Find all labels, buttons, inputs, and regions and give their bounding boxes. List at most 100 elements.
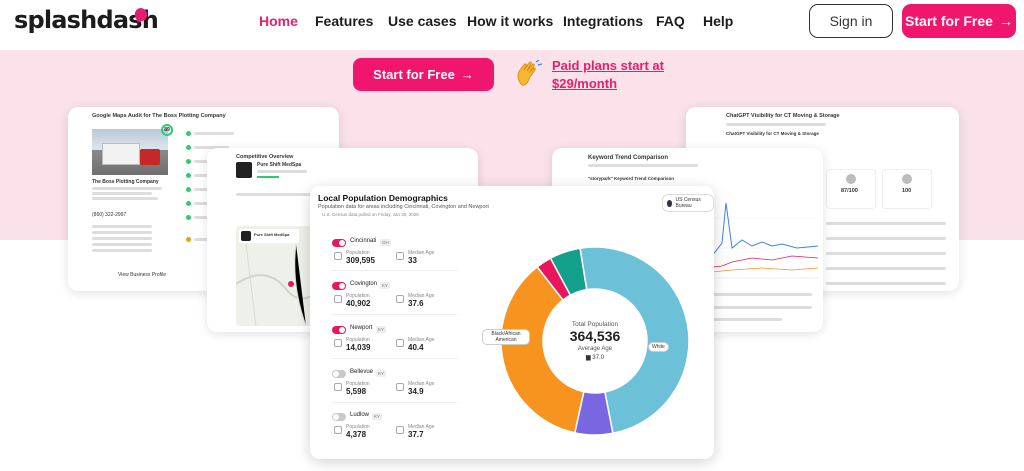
card-title: ChatGPT Visibility for CT Moving & Stora… [726,113,840,119]
city-toggle[interactable] [332,326,346,334]
nav-faq[interactable]: FAQ [656,13,685,29]
card-title: Google Maps Audit for The Boss Plotting … [92,113,226,119]
card-title: Local Population Demographics [318,193,448,203]
audit-score: 89 [161,124,173,136]
median-age-value: 37.6 [408,299,424,308]
population-donut-chart [500,246,690,436]
city-toggle[interactable] [332,282,346,290]
map-pin-label: Pure Shift MedSpa [254,232,290,237]
cake-icon [396,252,404,260]
median-age-value: 40.4 [408,343,424,352]
stat-box: 87/100 [826,169,876,209]
business-phone: (860) 322-2997 [92,212,127,218]
total-population-label: Total Population [571,321,619,328]
nav-home[interactable]: Home [259,13,298,29]
population-label: Population [346,337,370,343]
population-value: 5,598 [346,387,367,396]
top-nav: splashdash Home Features Use cases How i… [0,0,1024,50]
population-label: Population [346,381,370,387]
median-age-value: 37.7 [408,430,424,439]
card-title: Keyword Trend Comparison [588,155,669,161]
median-age-label: Median Age [408,250,435,256]
population-value: 309,595 [346,256,375,265]
median-age-label: Median Age [408,381,435,387]
business-name: The Boss Plotting Company [92,179,159,185]
nav-how-it-works[interactable]: How it works [467,13,554,29]
cake-icon [396,339,404,347]
signin-button[interactable]: Sign in [809,4,893,38]
segment-label-black: Black/African American [482,329,530,345]
trend-line-chart [702,202,818,279]
start-free-hero-button[interactable]: Start for Free → [353,58,494,91]
state-badge: KY [376,326,387,333]
census-badge-label: US Census Bureau [675,197,701,209]
median-age-label: Median Age [408,337,435,343]
donut-segment-0[interactable] [579,246,690,435]
people-icon [334,426,342,434]
total-population-value: 364,536 [569,328,621,344]
median-age-value: 34.9 [408,387,424,396]
people-icon [334,295,342,303]
card-title: Competitive Overview [236,154,294,160]
waving-hand-icon [517,60,543,86]
people-icon [334,339,342,347]
city-name: Newport [350,325,373,331]
start-free-hero-label: Start for Free [373,67,455,82]
state-badge: KY [380,282,391,289]
business-photo [92,129,168,175]
chart-subtitle: "storypark" Keyword Trend Comparison [588,176,675,181]
competitor-name: Pure Shift MedSpa [257,162,302,168]
state-badge: KY [372,413,383,420]
nav-integrations[interactable]: Integrations [563,13,644,29]
city-name: Cincinnati [350,238,377,244]
median-age-label: Median Age [408,424,435,430]
people-icon [334,383,342,391]
population-value: 4,378 [346,430,367,439]
nav-features[interactable]: Features [315,13,374,29]
population-label: Population [346,293,370,299]
state-badge: OH [380,239,391,246]
city-name: Bellevue [350,369,374,375]
cake-icon [396,383,404,391]
population-label: Population [346,250,370,256]
competitor-logo [236,162,252,178]
city-name: Ludlow [350,412,370,418]
donut-segment-2[interactable] [500,265,585,434]
arrow-right-icon: → [998,13,1013,29]
city-toggle[interactable] [332,239,346,247]
view-profile-link[interactable]: View Business Profile [118,272,166,278]
average-age-label: Average Age [577,346,613,352]
city-toggle[interactable] [332,370,346,378]
city-name: Covington [350,281,378,287]
population-demographics-card: Local Population Demographics Population… [310,186,714,459]
section-title: ChatGPT Visibility for CT Moving & Stora… [726,131,819,136]
paid-plans-link[interactable]: Paid plans start at $29/month [552,57,664,93]
nav-use-cases[interactable]: Use cases [388,13,457,29]
state-badge: KY [376,370,387,377]
city-toggle[interactable] [332,413,346,421]
stat-box: 100 [882,169,932,209]
paid-plans-line1: Paid plans start at [552,58,664,73]
stat-value: 87/100 [841,188,858,194]
people-icon [334,252,342,260]
median-age-value: 33 [408,256,417,265]
population-value: 14,039 [346,343,371,352]
census-badge: US Census Bureau [662,194,714,212]
median-age-label: Median Age [408,293,435,299]
cake-icon [396,295,404,303]
nav-help[interactable]: Help [703,13,734,29]
arrow-right-icon: → [460,67,474,82]
donut-segment-4[interactable] [549,247,588,297]
population-value: 40,902 [346,299,371,308]
segment-label-white: White [648,342,669,352]
paid-plans-price: $29/month [552,76,618,91]
cake-icon [396,426,404,434]
start-free-nav-label: Start for Free [905,13,993,29]
card-subtitle: Population data for areas including Cinc… [318,204,489,210]
stat-value: 100 [902,188,912,194]
cake-icon: ▆ [586,355,591,361]
census-bureau-icon [667,199,673,207]
start-free-nav-button[interactable]: Start for Free → [902,4,1016,38]
census-note: U.S. Census data pulled on Friday, Jan 3… [322,212,419,217]
population-label: Population [346,424,370,430]
